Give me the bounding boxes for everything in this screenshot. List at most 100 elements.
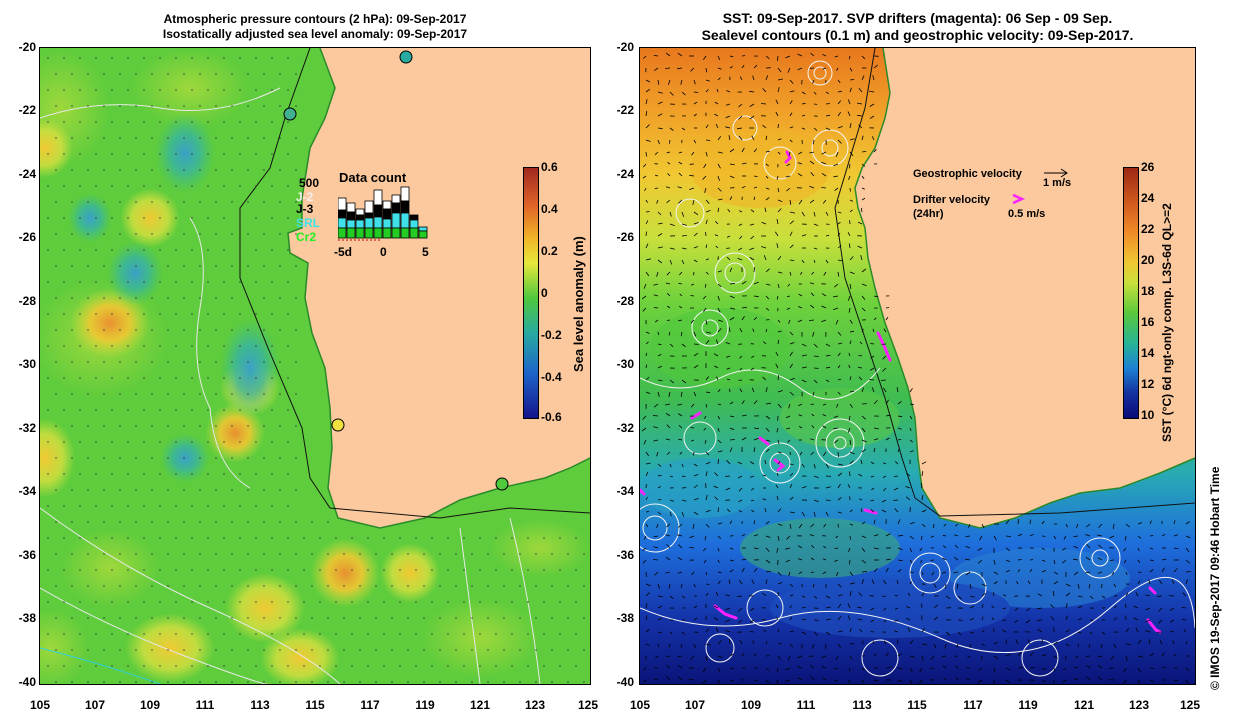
- right-x-tick: 113: [852, 698, 872, 712]
- left-x-tick: 119: [415, 698, 435, 712]
- left-x-tick: 109: [139, 698, 161, 712]
- data-count-bars: [338, 186, 428, 239]
- sla-colorbar: [523, 167, 539, 419]
- right-x-tick: 121: [1073, 698, 1095, 712]
- right-x-tick: 109: [740, 698, 762, 712]
- right-y-tick: -36: [616, 548, 634, 562]
- left-y-tick: -38: [18, 611, 36, 625]
- data-count-tick-m5: -5d: [334, 245, 352, 259]
- sst-tick-22: 22: [1141, 222, 1155, 236]
- sla-tick-3: 0: [541, 286, 548, 300]
- geostrophic-velocity-label: Geostrophic velocity: [913, 168, 1022, 180]
- sst-tick-12: 12: [1141, 377, 1155, 391]
- right-x-tick: 105: [629, 698, 651, 712]
- drifter-velocity-scale: 0.5 m/s: [1008, 208, 1046, 220]
- left-x-tick: 117: [360, 698, 380, 712]
- sst-tick-10: 10: [1141, 408, 1155, 422]
- left-y-tick: -28: [18, 294, 36, 308]
- coastline-left: [287, 48, 590, 529]
- left-title-line1: Atmospheric pressure contours (2 hPa): 0…: [163, 12, 467, 26]
- left-x-tick: 107: [84, 698, 106, 712]
- left-x-tick: 113: [250, 698, 270, 712]
- left-map-frame: [39, 47, 591, 685]
- sst-tick-14: 14: [1141, 346, 1155, 360]
- right-x-tick: 125: [1179, 698, 1201, 712]
- right-y-tick: -26: [616, 230, 634, 244]
- left-y-tick: -34: [18, 484, 36, 498]
- right-title-line2: Sealevel contours (0.1 m) and geostrophi…: [701, 27, 1134, 43]
- left-y-tick: -24: [18, 167, 36, 181]
- right-y-tick: -30: [616, 357, 634, 371]
- bathymetry-contour-right: [834, 48, 1195, 517]
- sst-tick-26: 26: [1141, 160, 1155, 174]
- sst-tick-16: 16: [1141, 315, 1155, 329]
- right-title-line1: SST: 09-Sep-2017. SVP drifters (magenta)…: [722, 10, 1113, 26]
- right-map-title: SST: 09-Sep-2017. SVP drifters (magenta)…: [640, 10, 1195, 44]
- drifter-velocity-sub: (24hr): [913, 208, 944, 220]
- anomaly-blobs: [40, 48, 590, 684]
- pressure-contours: [40, 87, 541, 684]
- sst-tick-24: 24: [1141, 191, 1155, 205]
- sst-tick-20: 20: [1141, 253, 1155, 267]
- right-y-tick: -20: [616, 40, 634, 54]
- australia-landmass-right: [855, 48, 1195, 528]
- left-y-tick: -40: [18, 675, 36, 689]
- right-y-tick: -22: [616, 103, 634, 117]
- right-x-tick: 115: [907, 698, 927, 712]
- coastline-right: [854, 48, 1195, 529]
- sst-map: [640, 48, 1195, 684]
- tide-gauge-marker: [331, 418, 345, 432]
- right-y-tick: -38: [616, 611, 634, 625]
- right-y-tick: -32: [616, 421, 634, 435]
- left-y-tick: -22: [18, 103, 36, 117]
- sst-colorbar: [1123, 167, 1139, 419]
- data-count-tick-0: 0: [380, 245, 387, 259]
- sla-colorbar-label: Sea level anomaly (m): [571, 236, 586, 372]
- geostrophic-velocity-vectors: [641, 52, 1191, 684]
- right-x-tick: 107: [684, 698, 706, 712]
- left-x-tick: 121: [469, 698, 491, 712]
- left-y-tick: -26: [18, 230, 36, 244]
- left-map-title: Atmospheric pressure contours (2 hPa): 0…: [40, 12, 590, 42]
- left-x-tick: 111: [195, 698, 215, 712]
- sla-tick-0: 0.6: [541, 160, 558, 174]
- data-count-title: Data count: [339, 170, 407, 185]
- bathymetry-contour-left: [239, 48, 590, 519]
- sealevel-contours: [640, 60, 1195, 677]
- right-y-tick: -40: [616, 675, 634, 689]
- right-x-tick: 117: [963, 698, 983, 712]
- right-map-frame: [639, 47, 1196, 685]
- tide-gauge-marker: [495, 477, 509, 491]
- right-y-tick: -34: [616, 484, 634, 498]
- data-count-inset: Data count 500 J-2 J-3 SRL Cr2 -5d 0 5: [296, 170, 436, 265]
- australia-landmass-left: [288, 48, 590, 528]
- sla-tick-1: 0.4: [541, 202, 558, 216]
- sla-tick-5: -0.4: [541, 370, 562, 384]
- right-y-tick: -24: [616, 167, 634, 181]
- left-y-tick: -20: [18, 40, 36, 54]
- sea-level-anomaly-map: [40, 48, 590, 684]
- sst-colorbar-label: SST (°C) 6d ngt-only comp. L3S-6d QL>=2: [1160, 203, 1174, 442]
- right-y-tick: -28: [616, 294, 634, 308]
- tide-gauge-marker: [399, 50, 413, 64]
- velocity-arrow-icon: [1044, 168, 1068, 178]
- satellite-label-j2: J-2: [296, 190, 314, 204]
- right-x-tick: 119: [1018, 698, 1038, 712]
- data-count-scale: 500: [299, 176, 320, 190]
- left-y-tick: -36: [18, 548, 36, 562]
- left-x-tick: 125: [577, 698, 599, 712]
- drifter-arrow-icon: [1012, 193, 1026, 205]
- sst-tick-18: 18: [1141, 284, 1155, 298]
- altimetry-track-dots: [47, 57, 585, 683]
- satellite-label-cr2: Cr2: [296, 230, 317, 244]
- sla-tick-2: 0.2: [541, 244, 558, 258]
- left-y-tick: -32: [18, 421, 36, 435]
- drifter-velocity-label: Drifter velocity: [913, 194, 991, 206]
- right-x-tick: 123: [1128, 698, 1150, 712]
- data-count-tick-5: 5: [422, 245, 429, 259]
- satellite-label-srl: SRL: [296, 216, 320, 230]
- left-x-tick: 105: [29, 698, 51, 712]
- left-y-tick: -30: [18, 357, 36, 371]
- sla-tick-4: -0.2: [541, 328, 562, 342]
- sla-tick-6: -0.6: [541, 410, 562, 424]
